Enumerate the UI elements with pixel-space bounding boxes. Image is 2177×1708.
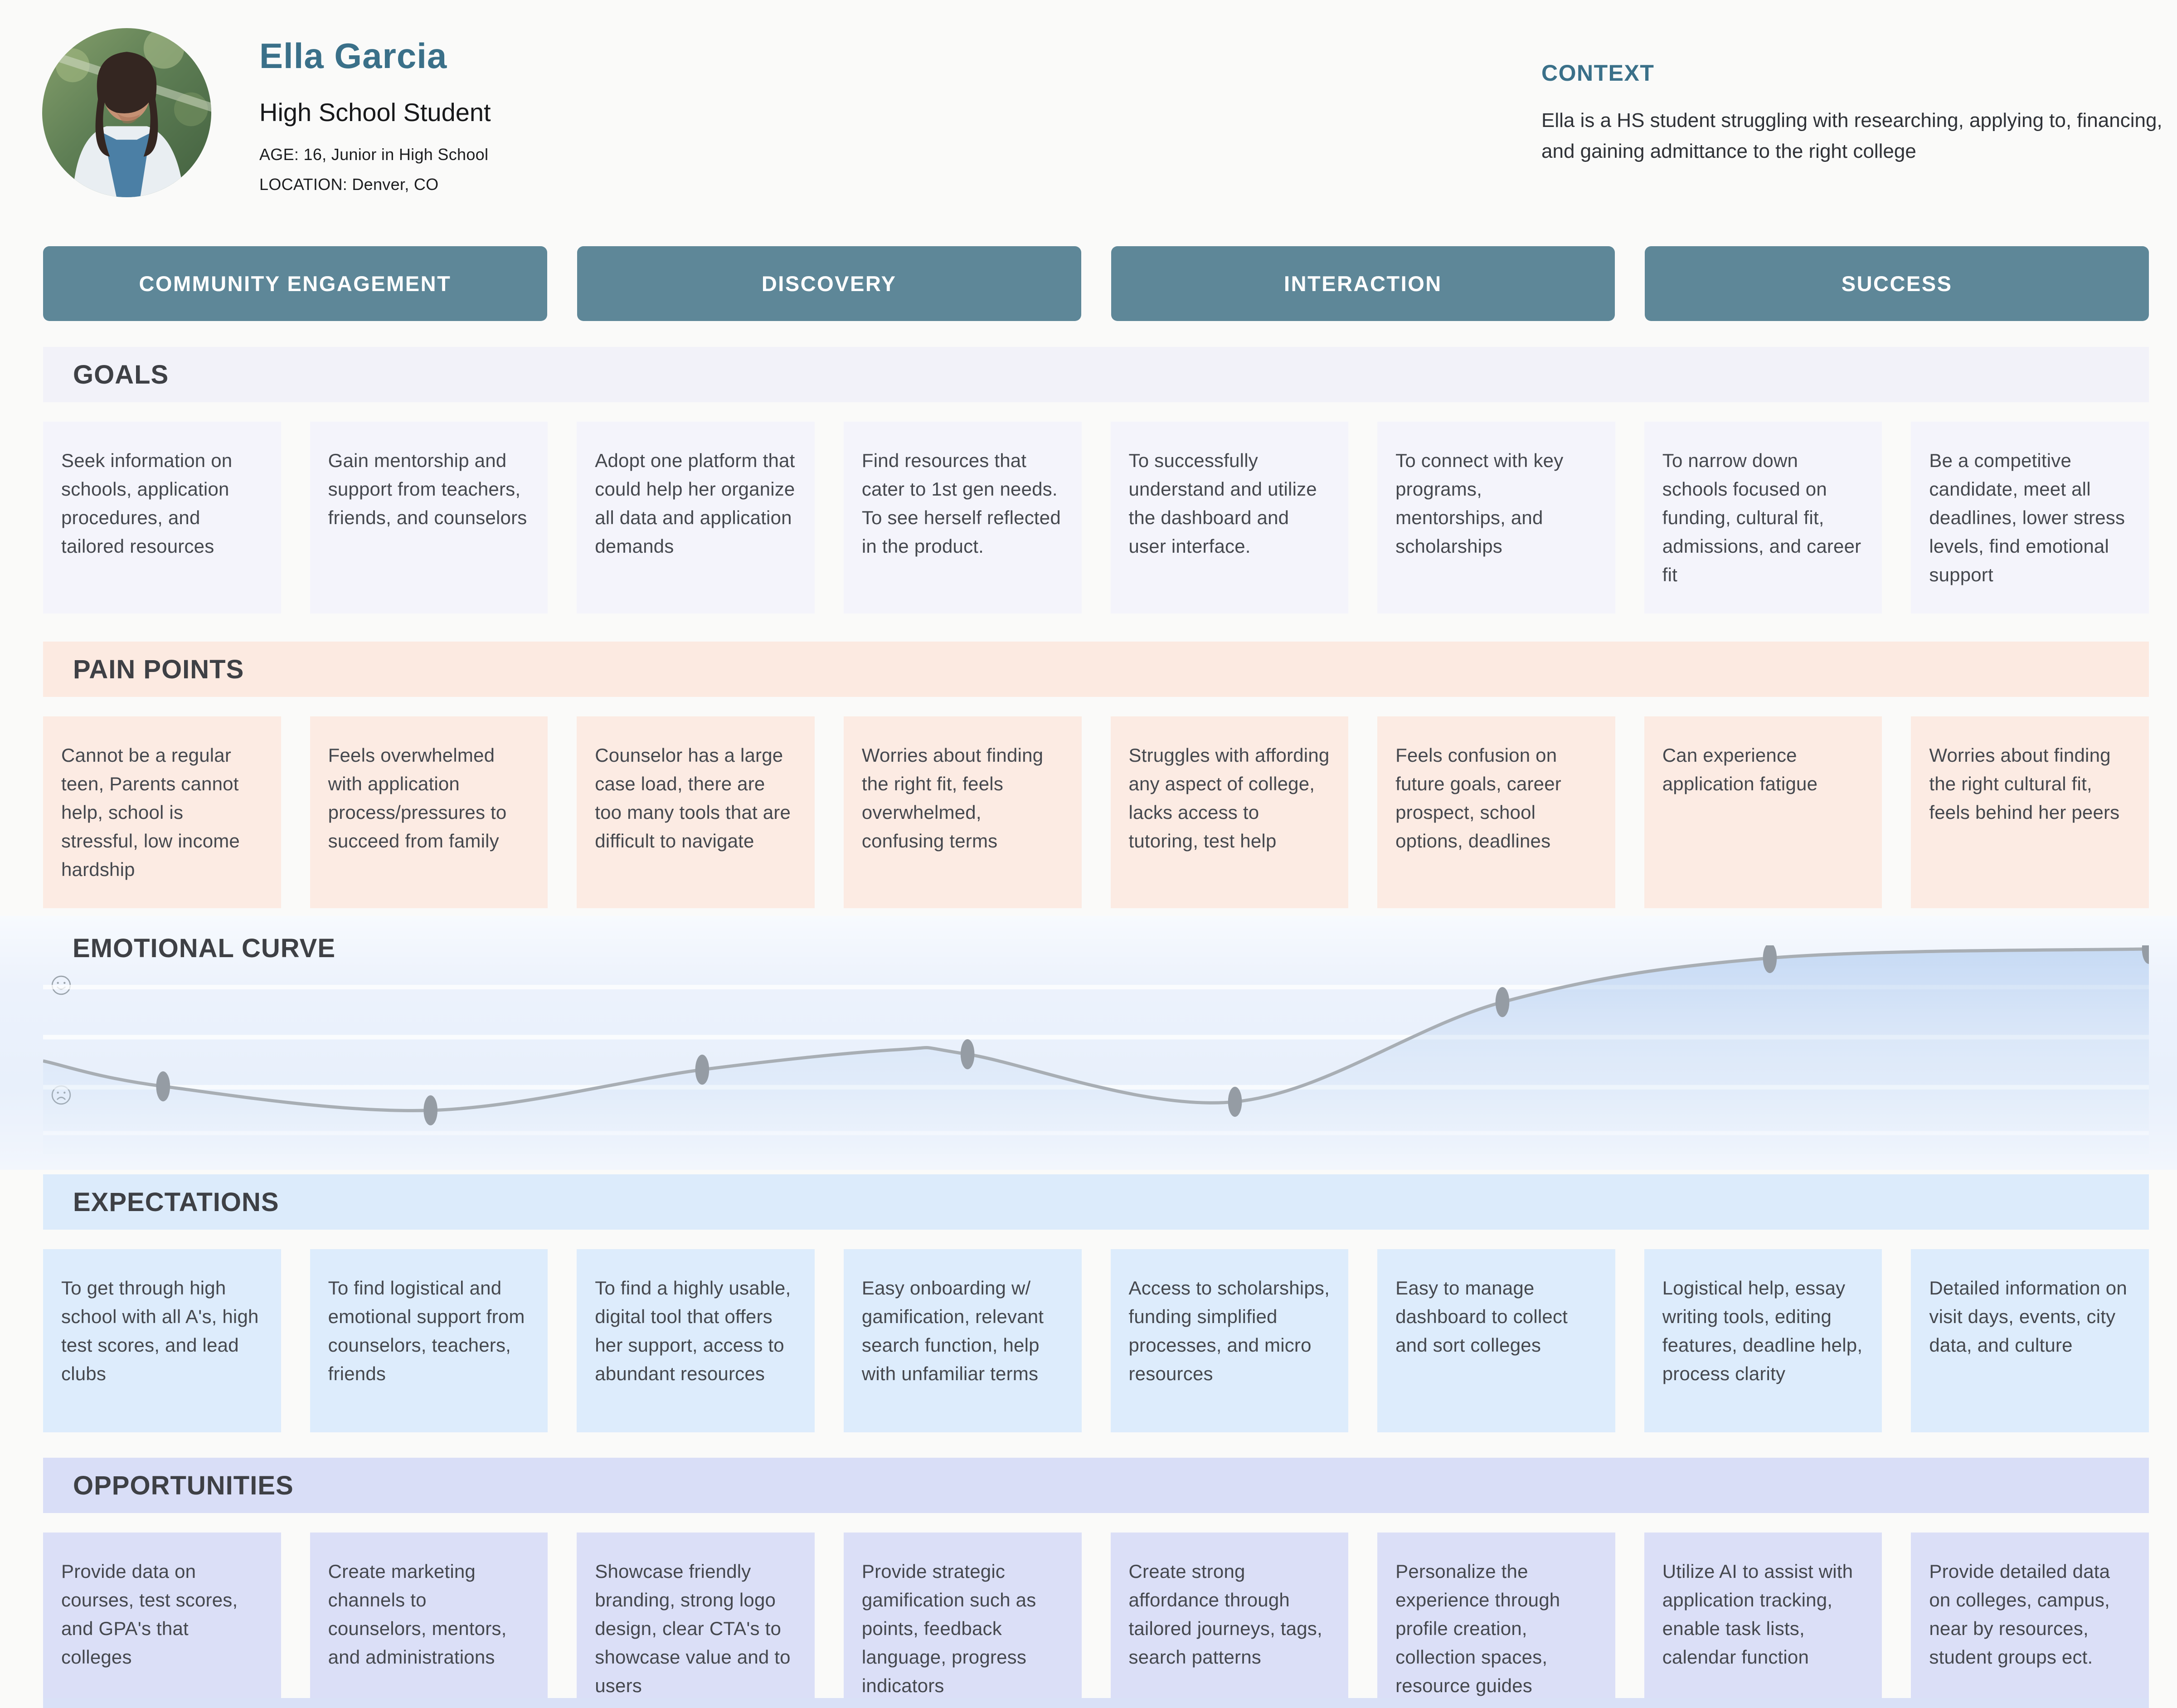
pain-point-card: Struggles with affording any aspect of c…	[1110, 716, 1349, 908]
expectation-card: Easy onboarding w/ gamification, relevan…	[843, 1249, 1082, 1432]
pain-points-section: PAIN POINTS Cannot be a regular teen, Pa…	[43, 642, 2149, 908]
opportunities-label: OPPORTUNITIES	[73, 1470, 294, 1500]
emotional-curve-chart	[43, 945, 2149, 1154]
phase-success: SUCCESS	[1645, 246, 2149, 321]
goal-card: Adopt one platform that could help her o…	[577, 422, 815, 613]
expectation-card: To find logistical and emotional support…	[310, 1249, 548, 1432]
expectation-card: Access to scholarships, funding simplifi…	[1110, 1249, 1349, 1432]
pain-point-card: Feels overwhelmed with application proce…	[310, 716, 548, 908]
curve-point	[156, 1071, 170, 1102]
goal-card: To narrow down schools focused on fundin…	[1644, 422, 1882, 613]
phase-header-row: COMMUNITY ENGAGEMENT DISCOVERY INTERACTI…	[43, 246, 2149, 321]
emotional-curve-label: EMOTIONAL CURVE	[73, 934, 336, 963]
opportunity-card: Showcase friendly branding, strong logo …	[577, 1533, 815, 1708]
expectation-card: To get through high school with all A's,…	[43, 1249, 281, 1432]
expectations-cards: To get through high school with all A's,…	[43, 1249, 2149, 1432]
opportunity-card: Create strong affordance through tailore…	[1110, 1533, 1349, 1708]
pain-point-card: Worries about finding the right cultural…	[1911, 716, 2149, 908]
goal-card: Be a competitive candidate, meet all dea…	[1911, 422, 2149, 613]
emotional-curve-section: EMOTIONAL CURVE	[0, 916, 2177, 1170]
opportunities-section: OPPORTUNITIES Provide data on courses, t…	[43, 1458, 2149, 1708]
persona-location: LOCATION: Denver, CO	[259, 175, 439, 194]
bottom-accent-strip	[43, 1698, 2149, 1708]
goals-label: GOALS	[73, 360, 169, 389]
pain-points-cards: Cannot be a regular teen, Parents cannot…	[43, 716, 2149, 908]
pain-points-label-bar: PAIN POINTS	[43, 642, 2149, 697]
opportunity-card: Personalize the experience through profi…	[1377, 1533, 1615, 1708]
expectations-section: EXPECTATIONS To get through high school …	[43, 1174, 2149, 1432]
opportunity-card: Provide data on courses, test scores, an…	[43, 1533, 281, 1708]
curve-point	[2142, 945, 2149, 964]
avatar	[42, 28, 211, 197]
opportunity-card: Create marketing channels to counselors,…	[310, 1533, 548, 1708]
phase-interaction: INTERACTION	[1111, 246, 1615, 321]
expectation-card: To find a highly usable, digital tool th…	[577, 1249, 815, 1432]
phase-discovery: DISCOVERY	[577, 246, 1081, 321]
curve-point	[960, 1039, 975, 1070]
pain-point-card: Can experience application fatigue	[1644, 716, 1882, 908]
opportunity-card: Utilize AI to assist with application tr…	[1644, 1533, 1882, 1708]
expectations-label-bar: EXPECTATIONS	[43, 1174, 2149, 1230]
expectations-label: EXPECTATIONS	[73, 1187, 279, 1217]
goals-cards: Seek information on schools, application…	[43, 422, 2149, 613]
pain-point-card: Cannot be a regular teen, Parents cannot…	[43, 716, 281, 908]
opportunity-card: Provide strategic gamification such as p…	[843, 1533, 1082, 1708]
goals-label-bar: GOALS	[43, 347, 2149, 402]
opportunities-cards: Provide data on courses, test scores, an…	[43, 1533, 2149, 1708]
pain-point-card: Feels confusion on future goals, career …	[1377, 716, 1615, 908]
goal-card: Find resources that cater to 1st gen nee…	[843, 422, 1082, 613]
persona-name: Ella Garcia	[259, 36, 447, 76]
goal-card: Gain mentorship and support from teacher…	[310, 422, 548, 613]
curve-point	[1495, 987, 1510, 1017]
curve-point	[695, 1055, 709, 1085]
context-body: Ella is a HS student struggling with res…	[1541, 109, 2162, 163]
expectation-card: Logistical help, essay writing tools, ed…	[1644, 1249, 1882, 1432]
curve-point	[423, 1095, 438, 1125]
pain-points-label: PAIN POINTS	[73, 654, 244, 684]
pain-point-card: Counselor has a large case load, there a…	[577, 716, 815, 908]
goal-card: Seek information on schools, application…	[43, 422, 281, 613]
avatar-photo	[42, 28, 211, 197]
curve-point	[1763, 945, 1777, 973]
opportunities-label-bar: OPPORTUNITIES	[43, 1458, 2149, 1513]
pain-point-card: Worries about finding the right fit, fee…	[843, 716, 1082, 908]
goal-card: To connect with key programs, mentorship…	[1377, 422, 1615, 613]
expectation-card: Detailed information on visit days, even…	[1911, 1249, 2149, 1432]
context-title: CONTEXT	[1541, 60, 1655, 86]
expectation-card: Easy to manage dashboard to collect and …	[1377, 1249, 1615, 1432]
context-block: CONTEXT Ella is a HS student struggling …	[1541, 60, 2176, 167]
goals-section: GOALS Seek information on schools, appli…	[43, 347, 2149, 613]
opportunity-card: Provide detailed data on colleges, campu…	[1911, 1533, 2149, 1708]
persona-age: AGE: 16, Junior in High School	[259, 145, 489, 164]
goal-card: To successfully understand and utilize t…	[1110, 422, 1349, 613]
persona-role: High School Student	[259, 98, 491, 127]
curve-point	[1228, 1086, 1242, 1117]
phase-community-engagement: COMMUNITY ENGAGEMENT	[43, 246, 547, 321]
